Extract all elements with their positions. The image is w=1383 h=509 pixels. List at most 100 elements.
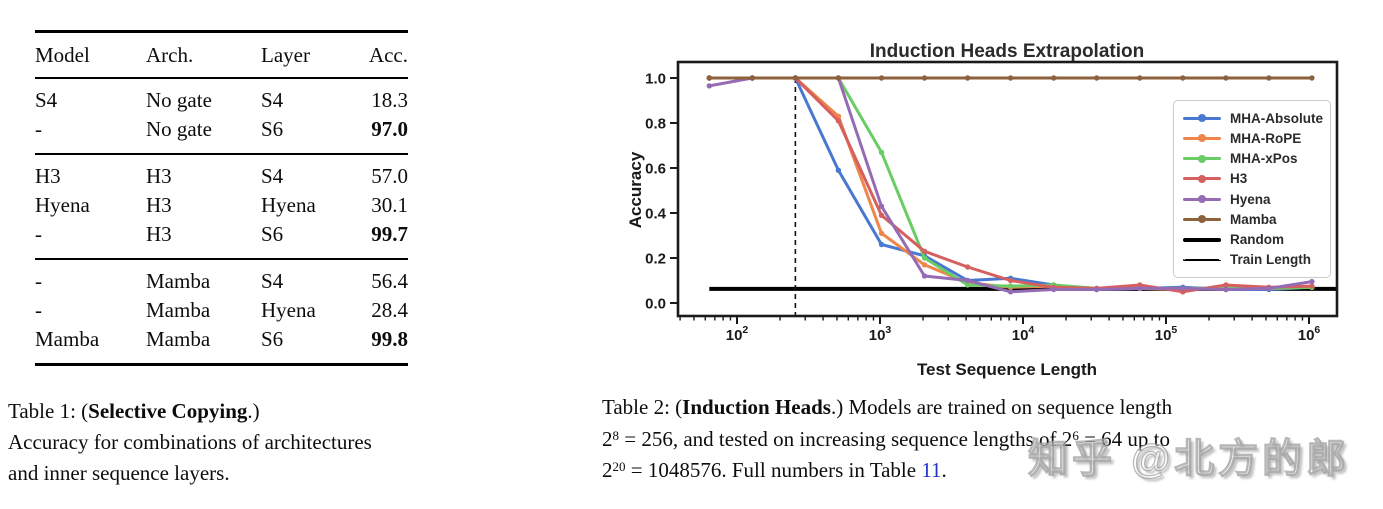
cell-acc: 97.0 xyxy=(371,117,408,141)
legend-label: Mamba xyxy=(1230,211,1277,227)
table-row: H3 H3 S4 57.0 xyxy=(35,162,408,191)
cell-arch: H3 xyxy=(146,193,172,217)
table2-caption: Table 2: (Induction Heads.) Models are t… xyxy=(602,392,1383,487)
legend-dashed-line-icon xyxy=(1183,253,1221,267)
col-header-model: Model xyxy=(35,42,90,67)
caption-line: Table 2: (Induction Heads.) Models are t… xyxy=(602,395,1173,419)
cell-acc: 30.1 xyxy=(371,193,408,217)
legend-label: MHA-xPos xyxy=(1230,151,1298,167)
caption-line: 220 = 1048576. Full numbers in Table 11. xyxy=(602,458,947,482)
cell-layer: S4 xyxy=(261,88,284,112)
legend-item: MHA-RoPE xyxy=(1183,128,1324,148)
col-header-layer: Layer xyxy=(261,42,310,67)
table-group-1: S4 No gate S4 18.3 - No gate S6 97.0 xyxy=(35,79,408,153)
cell-arch: No gate xyxy=(146,88,212,112)
cell-model: Mamba xyxy=(35,327,100,351)
legend-item: H3 xyxy=(1183,169,1324,189)
chart-ylabel: Accuracy xyxy=(626,151,645,228)
col-header-arch: Arch. xyxy=(146,42,194,67)
legend-line-marker-icon xyxy=(1183,131,1221,145)
table-row: S4 No gate S4 18.3 xyxy=(35,86,408,115)
legend-item: MHA-Absolute xyxy=(1183,108,1324,128)
cell-model: - xyxy=(35,269,42,293)
cell-arch: Mamba xyxy=(146,298,211,322)
table-row: - Mamba Hyena 28.4 xyxy=(35,296,408,325)
legend-item: Hyena xyxy=(1183,189,1324,209)
legend-item: Random xyxy=(1183,230,1324,250)
legend-label: Train Length xyxy=(1230,252,1311,268)
legend-label: H3 xyxy=(1230,171,1248,187)
caption-line: Table 1: (Selective Copying.) xyxy=(8,399,260,423)
table-row: Hyena H3 Hyena 30.1 xyxy=(35,191,408,220)
cell-arch: H3 xyxy=(146,222,172,246)
table-row: Mamba Mamba S6 99.8 xyxy=(35,325,408,354)
cell-model: H3 xyxy=(35,164,61,188)
table-row: - H3 S6 99.7 xyxy=(35,220,408,249)
chart-title: Induction Heads Extrapolation xyxy=(870,41,1144,62)
legend-label: MHA-Absolute xyxy=(1230,110,1323,126)
table-header-row: Model Arch. Layer Acc. xyxy=(35,33,408,79)
cell-arch: Mamba xyxy=(146,269,211,293)
legend-item: MHA-xPos xyxy=(1183,149,1324,169)
zhihu-watermark: 知乎 @北方的郎 xyxy=(1027,436,1351,481)
cell-model: Hyena xyxy=(35,193,90,217)
legend-line-marker-icon xyxy=(1183,111,1221,125)
cell-arch: No gate xyxy=(146,117,212,141)
legend-item: Mamba xyxy=(1183,209,1324,229)
cell-arch: Mamba xyxy=(146,327,211,351)
svg-text:1.0: 1.0 xyxy=(645,71,666,88)
cell-layer: Hyena xyxy=(261,298,316,322)
induction-heads-chart: 102 103 104 105 106 0.0 0.2 0.4 0.6 0.8 1.0 Induct… xyxy=(615,28,1383,390)
legend-line-marker-icon xyxy=(1183,192,1221,206)
svg-text:102: 102 xyxy=(726,324,749,344)
legend-item: Train Length xyxy=(1183,250,1324,270)
table-11-reference-link[interactable]: 11 xyxy=(921,458,942,482)
caption-line: Accuracy for combinations of architectur… xyxy=(8,430,372,454)
chart-legend: MHA-Absolute MHA-RoPE MHA-xPos H3 Hyena … xyxy=(1173,100,1331,278)
cell-layer: S4 xyxy=(261,269,284,293)
table-row: - No gate S6 97.0 xyxy=(35,115,408,144)
svg-text:104: 104 xyxy=(1012,324,1035,344)
cell-layer: S4 xyxy=(261,164,284,188)
svg-text:0.6: 0.6 xyxy=(645,161,666,178)
selective-copying-table: Model Arch. Layer Acc. S4 No gate S4 18.… xyxy=(35,30,408,366)
svg-text:106: 106 xyxy=(1298,324,1321,344)
cell-model: - xyxy=(35,222,42,246)
legend-line-marker-icon xyxy=(1183,152,1221,166)
chart-svg: 102 103 104 105 106 0.0 0.2 0.4 0.6 0.8 1.0 Induct… xyxy=(626,41,1339,379)
cell-layer: Hyena xyxy=(261,193,316,217)
svg-text:0.2: 0.2 xyxy=(645,251,666,268)
cell-arch: H3 xyxy=(146,164,172,188)
caption-line: and inner sequence layers. xyxy=(8,461,230,485)
cell-model: S4 xyxy=(35,88,58,112)
cell-model: - xyxy=(35,117,42,141)
svg-text:103: 103 xyxy=(869,324,892,344)
table1-caption: Table 1: (Selective Copying.) Accuracy f… xyxy=(8,396,478,489)
legend-line-marker-icon xyxy=(1183,172,1221,186)
cell-layer: S6 xyxy=(261,222,284,246)
table-group-2: H3 H3 S4 57.0 Hyena H3 Hyena 30.1 - H3 S… xyxy=(35,153,408,258)
legend-label: MHA-RoPE xyxy=(1230,130,1302,146)
table-group-3: - Mamba S4 56.4 - Mamba Hyena 28.4 Mamba… xyxy=(35,258,408,363)
cell-acc: 28.4 xyxy=(371,298,408,322)
cell-acc: 57.0 xyxy=(371,164,408,188)
legend-label: Hyena xyxy=(1230,191,1271,207)
svg-text:0.8: 0.8 xyxy=(645,116,666,133)
svg-text:0.4: 0.4 xyxy=(645,206,667,223)
cell-acc: 99.8 xyxy=(371,327,408,351)
table-row: - Mamba S4 56.4 xyxy=(35,267,408,296)
cell-layer: S6 xyxy=(261,117,284,141)
col-header-acc: Acc. xyxy=(368,42,408,67)
legend-thick-line-icon xyxy=(1183,233,1221,247)
cell-acc: 56.4 xyxy=(371,269,408,293)
cell-acc: 99.7 xyxy=(371,222,408,246)
cell-layer: S6 xyxy=(261,327,284,351)
legend-line-marker-icon xyxy=(1183,212,1221,226)
chart-xlabel: Test Sequence Length xyxy=(917,360,1097,379)
caption-line: 28 = 256, and tested on increasing seque… xyxy=(602,426,1170,451)
svg-text:0.0: 0.0 xyxy=(645,296,666,313)
legend-label: Random xyxy=(1230,232,1284,248)
cell-model: - xyxy=(35,298,42,322)
cell-acc: 18.3 xyxy=(371,88,408,112)
